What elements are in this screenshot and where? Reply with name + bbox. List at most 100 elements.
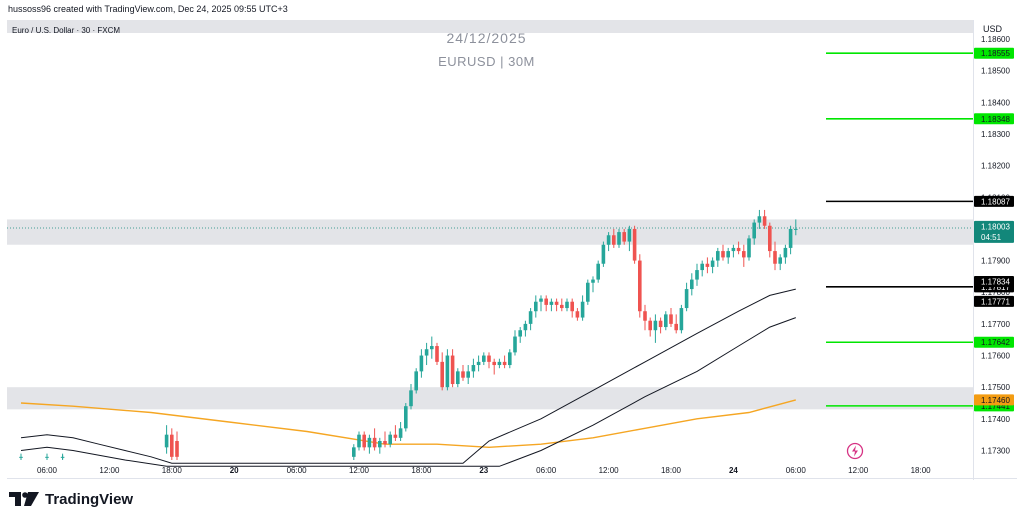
candle-body — [466, 371, 470, 378]
ma-orange-line — [20, 399, 796, 449]
candle — [570, 298, 574, 318]
x-tick-label: 12:00 — [99, 466, 120, 475]
candle-body — [565, 301, 569, 309]
level-1-18555-tag: 1.18555 — [974, 47, 1014, 59]
x-tick-label: 24 — [729, 466, 738, 475]
price-chart[interactable]: 1.186001.185001.184001.183001.182001.181… — [0, 0, 1024, 480]
tag-1-17771-bg — [974, 295, 1014, 307]
candle-body — [539, 298, 543, 302]
candle-body — [762, 216, 767, 226]
candle — [747, 235, 751, 261]
x-tick-label: 18:00 — [162, 466, 183, 475]
candle — [726, 247, 730, 264]
level-lines-layer — [826, 52, 973, 407]
watermark-symbol: EURUSD | 30M — [438, 54, 535, 69]
candle-body — [435, 346, 439, 362]
candle-body — [378, 441, 382, 448]
candle-body — [778, 257, 782, 264]
candle — [690, 273, 694, 296]
x-tick-label: 12:00 — [848, 466, 869, 475]
price-axis: 1.186001.185001.184001.183001.182001.181… — [981, 35, 1010, 456]
candle — [362, 431, 366, 451]
x-tick-label: 06:00 — [536, 466, 557, 475]
candle — [430, 336, 434, 359]
candle — [575, 308, 580, 321]
candle — [378, 437, 382, 454]
x-tick-label: 18:00 — [911, 466, 932, 475]
level-1-17817-tag-text: 1.17817 — [981, 283, 1010, 292]
resistance-zone — [7, 219, 973, 245]
candle-body — [716, 251, 720, 261]
level-1-17642-tag: 1.17642 — [974, 336, 1014, 348]
x-tick-label: 18:00 — [661, 466, 682, 475]
candle-body — [352, 447, 356, 457]
time-axis-border — [7, 478, 1017, 479]
candle — [440, 352, 444, 391]
candle-body — [768, 225, 772, 252]
y-tick-label: 1.17400 — [981, 415, 1010, 424]
candle-body — [736, 247, 741, 252]
candle — [622, 228, 626, 245]
flash-icon[interactable] — [845, 441, 865, 461]
candle — [409, 384, 413, 410]
candle — [731, 244, 736, 258]
candle-body — [684, 289, 689, 309]
candle-body — [508, 352, 512, 366]
current-price-tag-text: 1.18003 — [981, 222, 1010, 231]
candle — [700, 260, 704, 277]
candle — [617, 228, 621, 248]
candle — [466, 365, 470, 385]
candle-body — [617, 232, 621, 245]
candle-body — [752, 222, 756, 239]
candle — [435, 342, 439, 366]
candle — [591, 276, 595, 293]
candle-body — [591, 279, 595, 283]
candle — [492, 358, 496, 375]
candle-body — [487, 355, 491, 362]
x-tick-label: 12:00 — [599, 466, 620, 475]
candle — [716, 247, 720, 267]
tag-1-17771-text: 1.17771 — [981, 297, 1010, 306]
candle — [388, 431, 392, 448]
price-axis-border — [973, 20, 974, 480]
y-tick-label: 1.17800 — [981, 288, 1010, 297]
tag-1-17834-text: 1.17834 — [981, 277, 1010, 286]
candle — [606, 232, 611, 252]
candle — [664, 311, 668, 331]
symbol-description[interactable]: Euro / U.S. Dollar · 30 · FXCM — [12, 26, 121, 35]
candle — [554, 298, 559, 312]
candle — [508, 349, 512, 369]
candle-body — [456, 371, 460, 385]
candle-body — [679, 308, 684, 331]
candle — [762, 209, 767, 229]
candle-body — [372, 437, 377, 448]
candle-body — [700, 263, 704, 271]
candle — [684, 282, 689, 312]
level-1-18087-tag: 1.18087 — [974, 195, 1014, 207]
candle — [778, 254, 782, 271]
candle-body — [669, 314, 673, 324]
candle-body — [424, 349, 429, 356]
candle-body — [658, 320, 663, 328]
tag-1-17460-text: 1.17460 — [981, 396, 1010, 405]
candle — [513, 330, 517, 356]
candle-body — [513, 336, 517, 353]
price-tags-layer: 1.18555 1.18348 1.18087 1.17817 1.17642 1.174… — [974, 47, 1014, 412]
candle — [357, 431, 361, 451]
candle-body — [695, 270, 699, 280]
candle — [549, 298, 554, 312]
candle — [638, 254, 642, 318]
tradingview-logo[interactable]: TradingView — [9, 491, 133, 508]
candle — [539, 295, 543, 312]
y-tick-label: 1.18500 — [981, 67, 1010, 76]
candle-body — [794, 228, 798, 230]
candle — [372, 428, 377, 451]
candle — [783, 244, 788, 264]
candle — [794, 219, 798, 236]
candle — [471, 358, 476, 378]
currency-label[interactable]: USD — [983, 24, 1003, 34]
candle-body — [528, 311, 533, 324]
candle — [752, 219, 756, 245]
candle — [502, 355, 507, 369]
candle-body — [445, 355, 450, 388]
